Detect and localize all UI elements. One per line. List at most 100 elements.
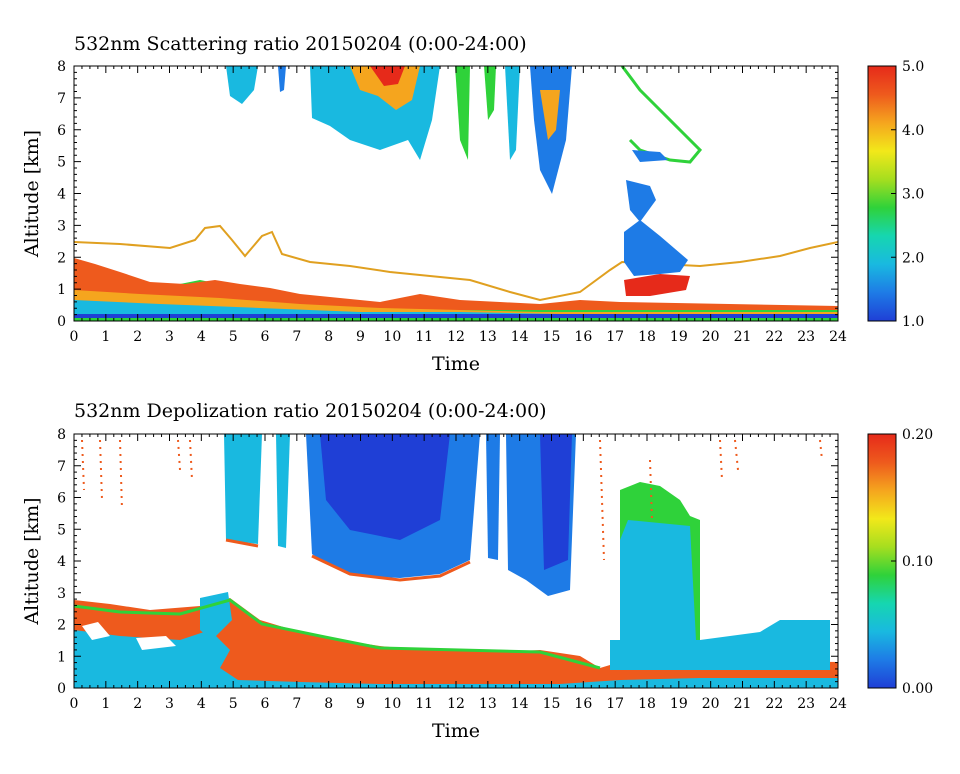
- y-tick-label: 2: [57, 618, 66, 634]
- x-tick-label: 9: [356, 329, 365, 345]
- x-tick-label: 24: [829, 329, 847, 345]
- cirrus-cloud-6: [505, 66, 520, 160]
- x-tick-label: 3: [165, 329, 174, 345]
- boundary-white-hole-2: [136, 636, 176, 650]
- x-tick-label: 6: [261, 329, 270, 345]
- x-tick-label: 15: [543, 696, 561, 712]
- colorbar-tick-label: 3.0: [902, 187, 924, 203]
- x-tick-label: 14: [511, 696, 529, 712]
- x-tick-label: 22: [765, 329, 783, 345]
- cirrus-cloud-1: [226, 66, 258, 104]
- x-tick-label: 16: [574, 696, 592, 712]
- ice-cloud-1: [224, 434, 262, 544]
- ice-cloud-2: [276, 434, 290, 548]
- y-axis-ticks: 0 1 2 3 4 5 6 7 8: [57, 427, 838, 697]
- x-tick-label: 11: [415, 696, 433, 712]
- colorbar-tick-label: 5.0: [902, 59, 924, 75]
- x-tick-label: 4: [197, 696, 206, 712]
- residual-layer-line: [74, 224, 838, 302]
- colorbar-tick-label: 0.00: [902, 681, 933, 697]
- afternoon-plume-base: [624, 274, 690, 296]
- x-tick-label: 21: [734, 329, 752, 345]
- x-tick-label: 23: [797, 329, 815, 345]
- boundary-cyan: [74, 630, 838, 688]
- x-tick-label: 11: [415, 329, 433, 345]
- x-tick-label: 12: [447, 696, 465, 712]
- x-tick-label: 17: [606, 696, 624, 712]
- x-tick-label: 18: [638, 329, 656, 345]
- x-tick-label: 0: [70, 696, 79, 712]
- cirrus-cloud-4: [455, 66, 470, 160]
- x-axis-label: Time: [432, 720, 480, 742]
- colorbar-tick-label: 2.0: [902, 250, 924, 266]
- y-tick-label: 8: [57, 427, 66, 443]
- x-tick-label: 7: [292, 329, 301, 345]
- y-tick-label: 0: [57, 681, 66, 697]
- cirrus-cloud-7-core: [540, 90, 560, 140]
- x-tick-label: 8: [324, 696, 333, 712]
- x-tick-label: 13: [479, 329, 497, 345]
- scattering-ratio-panel: 532nm Scattering ratio 20150204 (0:00-24…: [21, 33, 924, 375]
- x-tick-label: 7: [292, 696, 301, 712]
- x-tick-label: 10: [383, 329, 401, 345]
- x-tick-label: 6: [261, 696, 270, 712]
- y-axis-ticks: 0 1 2 3 4 5 6 7 8: [57, 59, 838, 330]
- colorbar-tick-label: 4.0: [902, 123, 924, 139]
- colorbar-tick-label: 0.20: [902, 427, 933, 443]
- x-axis-label: Time: [432, 353, 480, 375]
- colorbar-tick-label: 0.10: [902, 554, 933, 570]
- boundary-white-hole: [82, 622, 110, 640]
- afternoon-upper-cloud-core: [632, 150, 668, 162]
- ice-cloud-3-edge: [311, 554, 471, 582]
- x-tick-label: 13: [479, 696, 497, 712]
- x-tick-label: 23: [797, 696, 815, 712]
- chart-title: 532nm Depolization ratio 20150204 (0:00-…: [74, 400, 547, 422]
- x-tick-label: 18: [638, 696, 656, 712]
- x-tick-label: 0: [70, 329, 79, 345]
- x-tick-label: 2: [133, 329, 142, 345]
- x-tick-label: 3: [165, 696, 174, 712]
- colorbar-tick-label: 1.0: [902, 314, 924, 330]
- y-axis-label: Altitude [km]: [21, 130, 43, 258]
- x-tick-label: 19: [670, 329, 688, 345]
- x-tick-label: 5: [229, 329, 238, 345]
- x-tick-label: 17: [606, 329, 624, 345]
- y-tick-label: 5: [57, 522, 66, 538]
- ice-cloud-4: [486, 434, 500, 560]
- x-tick-label: 5: [229, 696, 238, 712]
- y-tick-label: 2: [57, 250, 66, 266]
- y-tick-label: 7: [57, 91, 66, 107]
- x-tick-label: 14: [511, 329, 529, 345]
- x-axis-ticks: 0 1 2 3 4 5 6 7 8 9 10 11 12 13 14 15 16 17 18 19 20 21 22 23 24: [70, 434, 847, 712]
- boundary-cyan-upper: [200, 592, 232, 640]
- heatmap-layer: [74, 434, 838, 688]
- afternoon-column-cyan: [620, 520, 696, 644]
- afternoon-plume: [624, 220, 688, 276]
- y-tick-label: 1: [57, 649, 66, 665]
- depolarization-ratio-panel: 532nm Depolization ratio 20150204 (0:00-…: [21, 400, 933, 742]
- y-tick-label: 4: [57, 187, 66, 203]
- ice-cloud-1-edge: [225, 538, 259, 548]
- x-tick-label: 1: [101, 329, 110, 345]
- y-axis-label: Altitude [km]: [21, 497, 43, 625]
- noise-speckles: [81, 439, 823, 561]
- y-tick-label: 4: [57, 554, 66, 570]
- x-tick-label: 20: [702, 696, 720, 712]
- colorbar: 0.00 0.10 0.20: [867, 427, 933, 697]
- y-tick-label: 5: [57, 155, 66, 171]
- y-tick-label: 1: [57, 282, 66, 298]
- colorbar: 1.0 2.0 3.0 4.0 5.0: [867, 59, 924, 330]
- x-tick-label: 16: [574, 329, 592, 345]
- x-tick-label: 19: [670, 696, 688, 712]
- boundary-green-edge: [74, 598, 601, 670]
- ice-cloud-5-core: [540, 434, 572, 570]
- y-tick-label: 3: [57, 586, 66, 602]
- y-tick-label: 6: [57, 123, 66, 139]
- y-tick-label: 3: [57, 218, 66, 234]
- x-tick-label: 20: [702, 329, 720, 345]
- x-tick-label: 2: [133, 696, 142, 712]
- x-tick-label: 22: [765, 696, 783, 712]
- ice-cloud-3-core: [320, 434, 450, 540]
- x-tick-label: 4: [197, 329, 206, 345]
